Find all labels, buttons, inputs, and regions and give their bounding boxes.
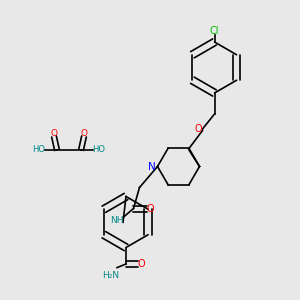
Text: O: O [146, 203, 154, 214]
Text: O: O [194, 124, 202, 134]
Text: NH: NH [110, 216, 124, 225]
Text: HO: HO [32, 146, 46, 154]
Text: HO: HO [92, 146, 106, 154]
Text: O: O [80, 129, 88, 138]
Text: Cl: Cl [210, 26, 219, 37]
Text: H₂N: H₂N [102, 271, 120, 280]
Text: N: N [148, 161, 156, 172]
Text: O: O [50, 129, 58, 138]
Text: O: O [137, 259, 145, 269]
